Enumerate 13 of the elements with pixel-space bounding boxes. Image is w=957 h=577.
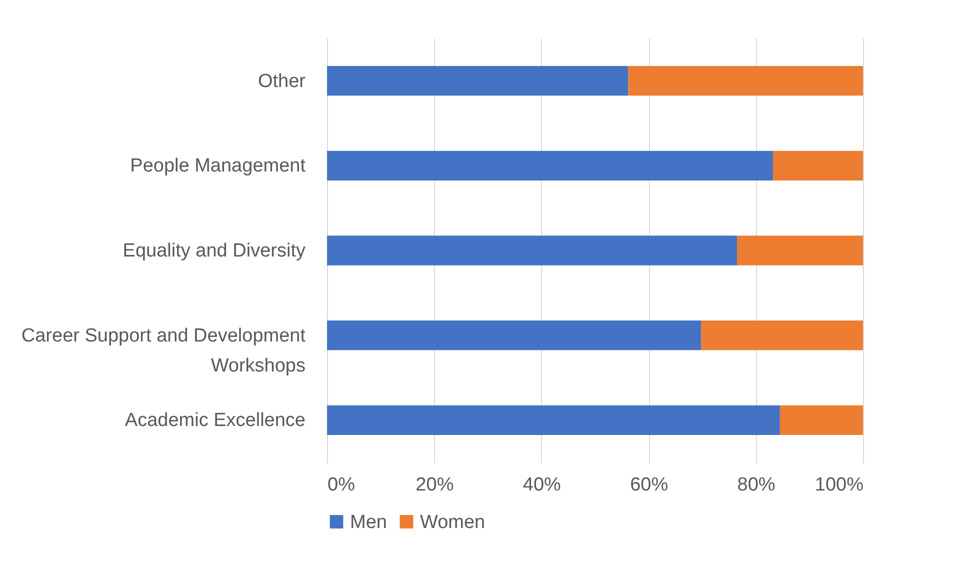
x-tick-label: 20% [416,474,454,496]
x-tick-label: 40% [522,474,562,496]
legend-label: Men [350,512,387,533]
y-tick-label: Career Support and Development Workshops [21,325,306,376]
y-tick-label: People Management [130,156,306,177]
x-tick-label: 100% [814,474,864,496]
y-tick-label: Other [258,70,306,92]
legend-label: Women [420,512,486,533]
x-tick-label: 0% [328,474,356,496]
x-tick-label: 60% [630,474,668,496]
y-tick-label: Academic Excellence [124,410,306,432]
y-tick-label: Equality and Diversity [122,240,306,262]
x-tick-label: 80% [737,474,776,496]
